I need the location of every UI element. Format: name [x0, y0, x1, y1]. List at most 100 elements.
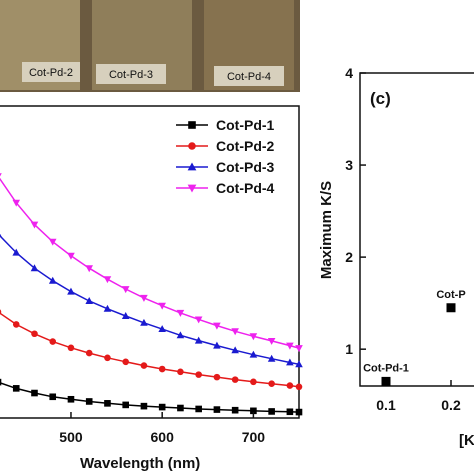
data-point-cot-pd-2 [231, 376, 239, 383]
data-point-label: Cot-Pd-1 [363, 362, 409, 374]
data-point-cot-pd-3 [67, 287, 75, 295]
data-point-cot-pd-4 [158, 302, 166, 310]
series-line-cot-pd-4 [0, 177, 300, 349]
x-axis-title: [K [459, 432, 474, 449]
data-point-cot-pd-4 [213, 322, 221, 330]
data-point-cot-pd-4 [286, 342, 294, 350]
data-point-cot-pd-4 [121, 286, 130, 294]
swatch-label: Cot-Pd-3 [109, 69, 153, 81]
data-point-cot-pd-3 [194, 336, 203, 344]
legend-marker [187, 184, 197, 193]
data-point-cot-pd-2 [12, 321, 20, 328]
data-point-cot-pd-1 [67, 395, 75, 403]
data-point-cot-pd-3 [140, 318, 148, 326]
data-point-cot-pd-4 [140, 294, 148, 302]
swatch-label-bg [214, 66, 284, 86]
data-point-cot-pd-3 [103, 304, 112, 312]
data-point-cot-pd-2 [213, 373, 221, 381]
panel-tag: (c) [370, 89, 391, 108]
data-point-cot-pd-2 [295, 383, 303, 391]
x-tick-label: 600 [151, 429, 175, 445]
legend-marker [188, 142, 196, 150]
data-point-cot-pd-2 [140, 362, 148, 369]
plot-frame [359, 72, 474, 387]
data-point-cot-pd-1 [49, 393, 57, 401]
legend-label: Cot-Pd-2 [216, 138, 275, 154]
data-point-cot-pd-4 [295, 345, 303, 353]
spectra-chart: 500 600 700 Wavelength (nm) Cot-Pd-1 Cot-Pd… [0, 105, 303, 472]
swatch-label: Cot-Pd-2 [29, 67, 73, 79]
data-point-cot-pd-2 [268, 380, 275, 387]
legend-label: Cot-Pd-1 [216, 117, 275, 133]
data-point-cot-pd-3 [295, 360, 303, 368]
data-point-cot-pd-4 [48, 238, 57, 246]
data-point-cot-pd-3 [12, 248, 21, 256]
x-axis: 0.1 0.2 [376, 380, 461, 413]
data-point-cot-pd-4 [67, 252, 75, 260]
data-point-cot-pd-3 [48, 276, 57, 284]
y-tick-label: 4 [345, 65, 353, 81]
legend-marker [187, 162, 197, 171]
data-point-cot-pd-4 [267, 337, 276, 345]
series-markers [0, 173, 303, 416]
data-point-cot-pd-3 [286, 358, 294, 366]
data-point-cot-pd-3 [85, 297, 94, 304]
data-point-cot-pd-1 [12, 385, 20, 392]
data-point-cot-pd-1 [286, 408, 294, 416]
y-tick-label: 3 [345, 157, 353, 173]
data-point-cot-pd-1 [140, 402, 148, 410]
swatch-cot-pd-3: Cot-Pd-3 [92, 0, 192, 90]
data-point-cot-pd-3 [249, 350, 258, 358]
data-point-cot-pd-2 [158, 365, 166, 373]
data-point-cot-pd-1 [213, 406, 221, 413]
swatch-label: Cot-Pd-4 [227, 71, 271, 83]
data-point-cot-pd-2 [195, 371, 202, 378]
x-tick-label: 700 [242, 429, 266, 445]
legend-label: Cot-Pd-3 [216, 159, 275, 175]
x-tick-label: 500 [59, 429, 83, 445]
data-point-label: Cot-P [436, 289, 465, 301]
series-lines [0, 177, 300, 413]
data-point-cot-pd-2 [31, 330, 38, 338]
swatch-cot-pd-4: Cot-Pd-4 [204, 0, 294, 90]
data-point-cot-pd-2 [250, 378, 257, 386]
swatch-label-bg [96, 64, 166, 84]
data-point-cot-pd-4 [30, 221, 39, 229]
data-point-cot-pd-4 [85, 265, 94, 273]
data-point-cot-pd-4 [12, 199, 21, 207]
y-tick-label: 1 [345, 341, 353, 357]
data-point-cot-pd-1 [0, 378, 2, 386]
plot-frame [0, 105, 300, 419]
data-point-cot-pd-1 [250, 407, 257, 415]
legend-marker [188, 121, 196, 129]
y-axis-title: Maximum K/S [318, 181, 335, 279]
data-point-cot-pd-3 [158, 325, 166, 333]
legend: Cot-Pd-1 Cot-Pd-2 Cot-Pd-3 Cot-Pd-4 [176, 117, 275, 196]
data-point-cot-pd-1 [195, 405, 202, 413]
data-point-cot-pd-3 [30, 264, 39, 272]
x-axis: 500 600 700 [59, 412, 265, 445]
swatch-label-bg [22, 62, 80, 82]
data-point-cot-pd-1 [31, 389, 38, 397]
photo-strip: Cot-Pd-2 Cot-Pd-3 Cot-Pd-4 [0, 0, 300, 92]
data-point-cot-pd-3 [231, 346, 239, 354]
data-point-cot-pd-3 [121, 312, 130, 319]
data-point [446, 303, 456, 313]
data-point-cot-pd-1 [231, 406, 239, 414]
data-point-cot-pd-1 [295, 408, 303, 416]
y-tick-label: 2 [345, 249, 353, 265]
data-point-cot-pd-3 [0, 233, 2, 237]
x-axis-title: Wavelength (nm) [80, 455, 200, 472]
data-point-cot-pd-4 [103, 276, 112, 284]
data-point-cot-pd-3 [267, 354, 276, 362]
data-point-cot-pd-4 [0, 173, 2, 177]
data-point-cot-pd-1 [177, 404, 184, 412]
series-line-cot-pd-3 [0, 234, 300, 366]
x-tick-label: 0.2 [441, 397, 461, 413]
series-line-cot-pd-2 [0, 312, 300, 388]
y-axis: 1 2 3 4 [345, 65, 366, 357]
data-point-cot-pd-2 [85, 349, 93, 357]
data-point-cot-pd-2 [177, 368, 184, 376]
data-point-cot-pd-1 [268, 408, 275, 415]
data-point-cot-pd-2 [286, 382, 294, 389]
